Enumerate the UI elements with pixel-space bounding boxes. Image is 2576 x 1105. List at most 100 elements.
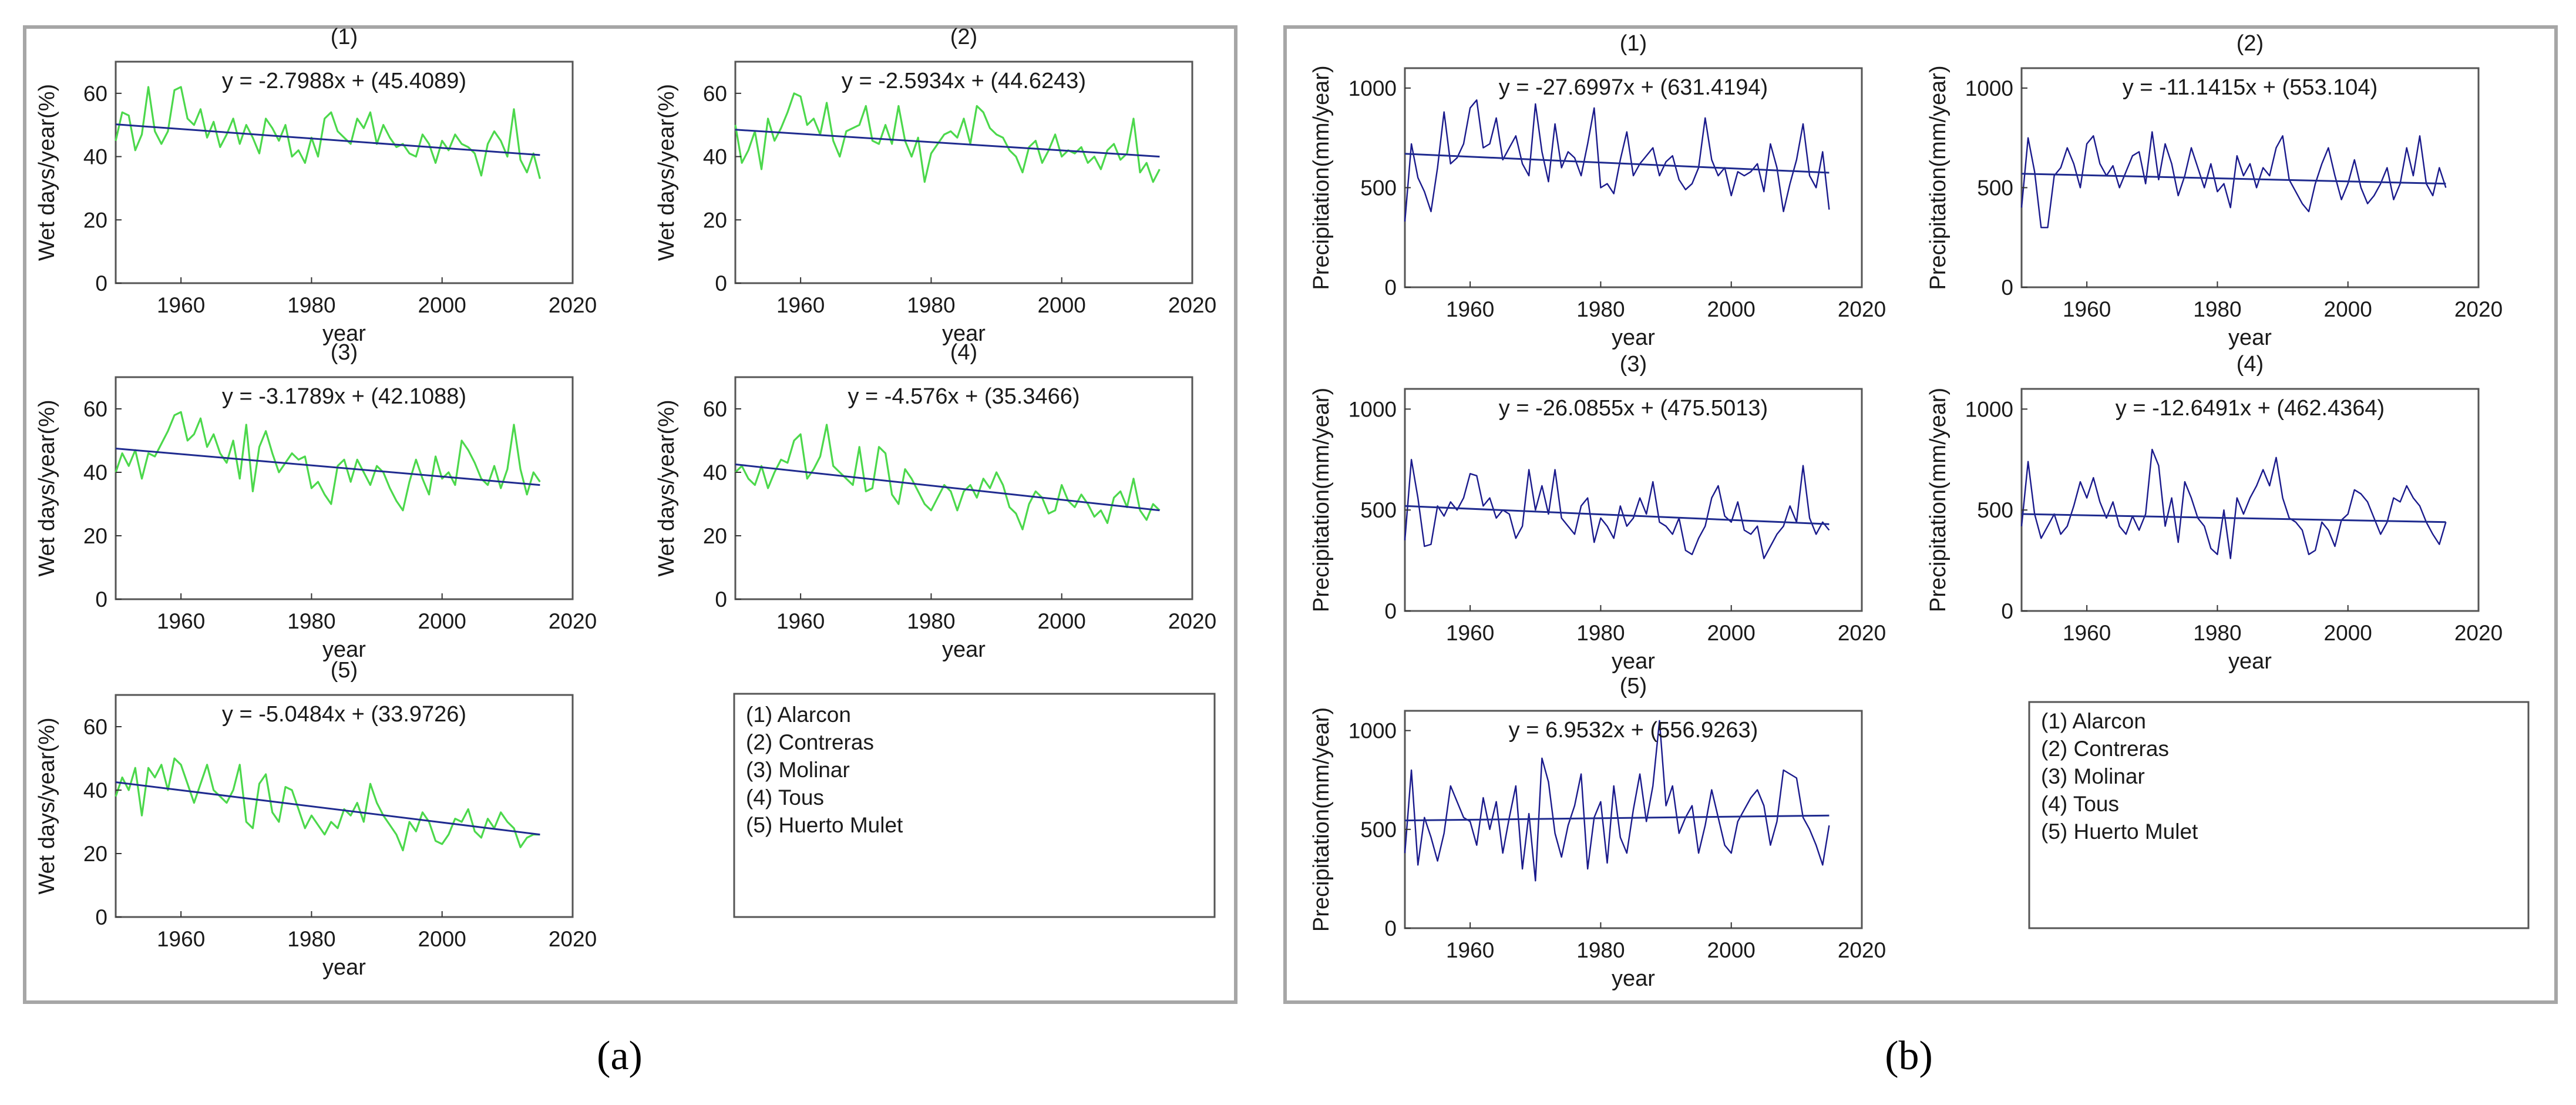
x-tick-label: 1980 [1576,621,1625,645]
wet-days-series-line [115,757,540,852]
chart-title: (2) [950,25,977,49]
plot-area [1404,67,1863,288]
regression-equation: y = -27.6997x + (631.4194) [1499,75,1768,100]
legend-frame [2028,701,2530,929]
x-axis-label: year [1612,649,1655,674]
y-tick-label: 20 [703,524,727,548]
precipitation-series-line [1404,459,1830,559]
x-tick-label: 1980 [907,293,955,317]
y-tick-label: 60 [83,397,107,421]
x-tick-label: 2000 [1707,938,1756,962]
x-tick-label: 2000 [1707,297,1756,321]
y-tick-label: 500 [1977,498,2013,522]
y-tick-label: 0 [1384,599,1397,623]
legend-item-alarcon: (1) Alarcon [2041,709,2146,733]
x-tick-label: 2020 [549,609,597,633]
legend-item-tous: (4) Tous [746,785,824,810]
x-tick-label: 1960 [157,293,205,317]
chart-b-3: (3) y = -26.0855x + (475.5013) 1960 1980 200… [1309,352,1886,674]
legend-item-contreras: (2) Contreras [2041,737,2169,761]
plot-area [734,61,1193,284]
x-axis-label: year [322,637,366,662]
y-tick-label: 0 [95,905,107,929]
y-axis-label: Precipitation(mm/year) [1309,65,1334,290]
y-tick-label: 60 [83,715,107,739]
x-tick-label: 1980 [1576,938,1625,962]
y-axis-label: Wet days/year(%) [35,399,59,576]
x-tick-label: 1960 [2063,297,2111,321]
y-tick-label: 40 [83,461,107,485]
x-tick-label: 1980 [287,293,335,317]
y-axis-label: Precipitation(mm/year) [1309,388,1334,612]
chart-title: (5) [1620,674,1647,698]
y-tick-label: 0 [2001,599,2013,623]
legend-frame [733,693,1216,918]
x-tick-label: 2000 [1707,621,1756,645]
plot-area [1404,388,1863,612]
chart-title: (3) [331,340,358,365]
x-tick-label: 2000 [2324,297,2372,321]
x-tick-label: 1960 [776,609,825,633]
x-tick-label: 1980 [907,609,955,633]
regression-equation: y = -3.1789x + (42.1088) [222,384,466,409]
x-axis-label: year [322,955,366,980]
y-tick-label: 20 [83,842,107,866]
trend-line [115,448,540,486]
trend-line [1404,153,1830,174]
trend-line [1404,505,1830,525]
wet-days-series-line [115,411,541,512]
x-tick-label: 1960 [1446,297,1494,321]
plot-area [2020,388,2480,612]
x-tick-label: 2000 [418,293,466,317]
chart-a-3: (3) y = -3.1789x + (42.1088) 1960 1980 2000 2… [35,340,597,662]
x-tick-label: 1980 [2193,621,2241,645]
x-tick-label: 2020 [1168,293,1216,317]
x-axis-label: year [1612,966,1655,991]
x-tick-label: 2020 [1168,609,1216,633]
x-tick-label: 2000 [1038,609,1086,633]
chart-title: (2) [2237,31,2264,56]
x-axis-label: year [942,321,986,346]
y-tick-label: 1000 [1348,397,1397,421]
trend-line [2021,173,2446,185]
panel-b-label: (b) [1885,1033,1933,1079]
y-tick-label: 1000 [1348,719,1397,743]
x-tick-label: 1960 [157,609,205,633]
y-tick-label: 20 [83,524,107,548]
y-axis-label: Precipitation(mm/year) [1926,65,1951,290]
wet-days-series-line [115,86,541,179]
legend-item-huerto-mulet: (5) Huerto Mulet [746,813,903,837]
regression-equation: y = 6.9532x + (556.9263) [1509,718,1758,743]
x-tick-label: 2020 [549,293,597,317]
y-tick-label: 40 [703,461,727,485]
chart-a-1: (1) y = -2.7988x + (45.4089) 1960 1980 2000 2… [35,25,597,346]
y-tick-label: 0 [1384,916,1397,941]
regression-equation: y = -11.1415x + (553.104) [2123,75,2377,100]
legend-item-alarcon: (1) Alarcon [746,703,851,727]
x-axis-label: year [322,321,366,346]
y-tick-label: 20 [703,208,727,232]
y-tick-label: 20 [83,208,107,232]
plot-area [734,376,1193,600]
chart-b-1: (1) y = -27.6997x + (631.4194) 1960 1980 200… [1309,31,1886,350]
regression-equation: y = -2.5934x + (44.6243) [842,69,1086,93]
y-tick-label: 500 [1977,176,2013,200]
y-tick-label: 0 [2001,276,2013,300]
y-tick-label: 0 [715,587,727,612]
x-tick-label: 2000 [2324,621,2372,645]
trend-line [2021,513,2446,523]
plot-area [115,61,574,284]
y-tick-label: 500 [1360,818,1397,842]
x-axis-label: year [942,637,986,662]
chart-b-4: (4) y = -12.6491x + (462.4364) 1960 1980 200… [1926,352,2503,674]
y-tick-label: 40 [83,145,107,169]
trend-line [735,129,1160,158]
y-tick-label: 0 [1384,276,1397,300]
y-tick-label: 0 [95,587,107,612]
x-axis-label: year [2228,325,2272,350]
legend-item-molinar: (3) Molinar [746,758,850,782]
chart-title: (5) [331,658,358,683]
chart-title: (4) [950,340,977,365]
y-tick-label: 0 [95,271,107,295]
plot-area [2020,67,2480,288]
